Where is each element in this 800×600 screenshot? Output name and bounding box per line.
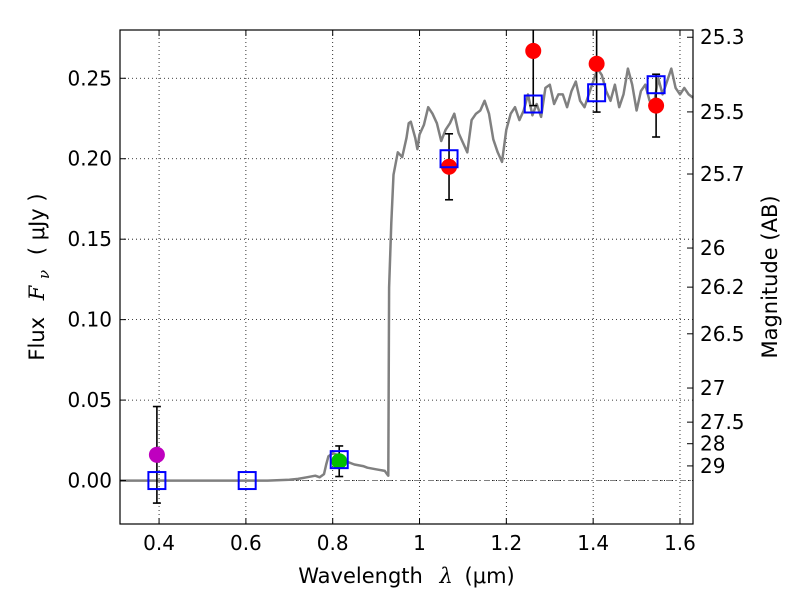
y2-tick-label: 26 [700, 236, 725, 260]
y2-tick-label: 26.2 [700, 275, 745, 299]
y-tick-label: 0.05 [67, 388, 112, 412]
x-axis-title-lambda: λ [439, 564, 453, 588]
model-square [523, 94, 543, 114]
y2-tick-label: 27.5 [700, 410, 745, 434]
y2-tick-label: 28 [700, 432, 725, 456]
y-tick-label: 0.10 [67, 308, 112, 332]
model-square [587, 83, 607, 103]
x-axis-title-prefix: Wavelength [298, 564, 423, 588]
y-tick-label: 0.15 [67, 227, 112, 251]
x-tick-label: 0.4 [143, 531, 175, 555]
y-tick-label: 0.20 [67, 147, 112, 171]
data-point [525, 42, 542, 59]
x-axis-title: Wavelength λ (μm) [298, 564, 514, 588]
x-tick-label: 1 [413, 531, 426, 555]
model-square [646, 75, 666, 95]
model-square [237, 471, 257, 491]
model-square [147, 471, 167, 491]
data-point [331, 453, 348, 470]
y-tick-label: 0.00 [67, 469, 112, 493]
y2-tick-label: 29 [700, 454, 725, 478]
data-point [588, 55, 605, 72]
model-square [439, 149, 459, 169]
x-tick-label: 1.6 [664, 531, 696, 555]
model-square [329, 450, 349, 470]
axes: 0.4 0.6 0.8 1 1.2 1.4 1.6 0.00 0.05 0.10 0.15 0.20 0… [67, 25, 744, 555]
y-axis-title-var: F [25, 284, 49, 301]
y2-tick-label: 25.3 [700, 25, 745, 49]
y-axis-title-unit: ( μJy ) [25, 193, 49, 255]
x-tick-label: 0.8 [317, 531, 349, 555]
y2-tick-label: 25.5 [700, 100, 745, 124]
spectrum-line [120, 67, 694, 482]
y2-tick-label: 25.7 [700, 162, 745, 186]
y-axis-title-subscript: ν [35, 270, 53, 279]
x-tick-label: 1.2 [490, 531, 522, 555]
y-axis-title: Flux F ν ( μJy ) [25, 193, 54, 360]
data-point [148, 446, 165, 463]
y-axis-title-prefix: Flux [25, 317, 49, 361]
y2-tick-label: 26.5 [700, 322, 745, 346]
y2-tick-label: 27 [700, 376, 725, 400]
plot-area [120, 30, 694, 504]
y-tick-label: 0.25 [67, 66, 112, 90]
x-tick-label: 1.4 [577, 531, 609, 555]
plot-frame [119, 29, 694, 525]
x-axis-title-unit: (μm) [465, 564, 515, 588]
data-point [648, 97, 665, 114]
x-tick-label: 0.6 [230, 531, 262, 555]
y2-axis-title: Magnitude (AB) [758, 195, 782, 358]
